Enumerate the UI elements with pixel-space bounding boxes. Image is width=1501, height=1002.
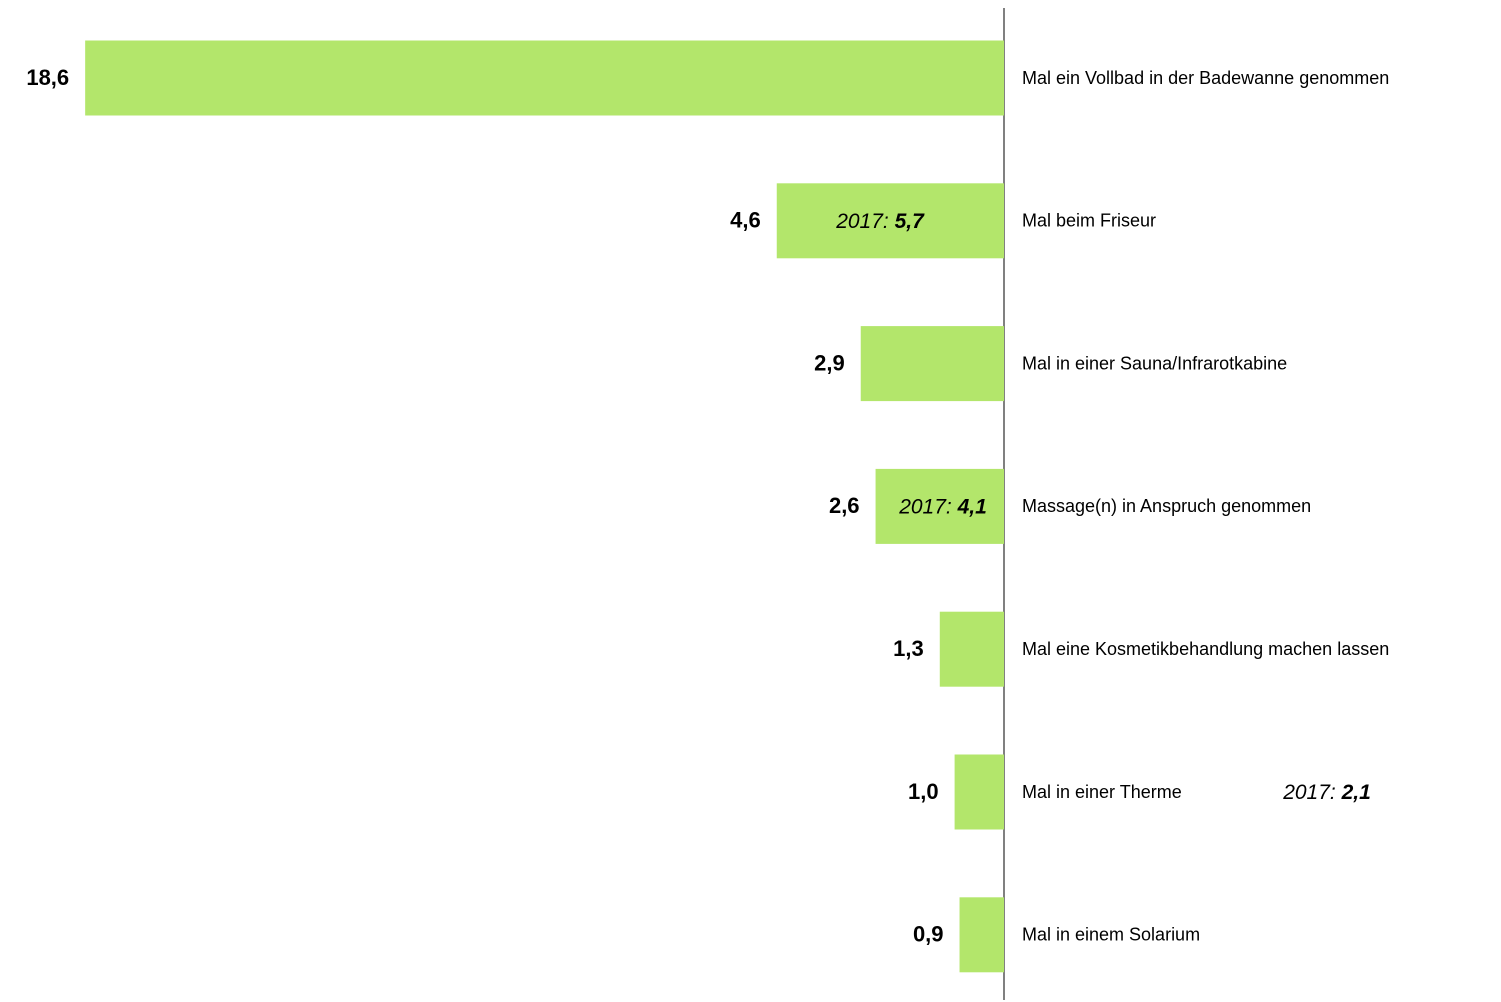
bar [959, 897, 1004, 973]
annotation-value: 4,1 [957, 495, 987, 518]
bar [85, 40, 1004, 116]
data-label: 2,6 [829, 493, 860, 518]
data-label: 4,6 [730, 208, 761, 233]
bar [939, 611, 1004, 687]
annotation-prefix: 2017: [1282, 781, 1336, 804]
category-label: Mal in einem Solarium [1022, 925, 1200, 945]
category-label: Mal in einer Sauna/Infrarotkabine [1022, 353, 1287, 373]
data-label: 18,6 [26, 65, 69, 90]
category-label: Massage(n) in Anspruch genommen [1022, 496, 1311, 516]
data-label: 0,9 [913, 922, 944, 947]
bar [875, 468, 1004, 544]
annotation: 2017: 2,1 [1282, 781, 1371, 804]
category-label: Mal ein Vollbad in der Badewanne genomme… [1022, 68, 1389, 88]
bar [954, 754, 1004, 830]
annotation: 2017: 4,1 [898, 495, 987, 518]
annotation-value: 5,7 [895, 209, 926, 232]
annotation-prefix: 2017: [898, 495, 952, 518]
annotation: 2017: 5,7 [835, 209, 925, 232]
category-label: Mal in einer Therme [1022, 782, 1182, 802]
data-label: 1,3 [893, 636, 924, 661]
data-label: 2,9 [814, 350, 845, 375]
data-label: 1,0 [908, 779, 939, 804]
annotation-value: 2,1 [1341, 781, 1371, 804]
category-label: Mal eine Kosmetikbehandlung machen lasse… [1022, 639, 1389, 659]
bar [776, 183, 1004, 259]
category-label: Mal beim Friseur [1022, 211, 1156, 231]
bar [860, 326, 1004, 402]
annotation-prefix: 2017: [835, 209, 889, 232]
